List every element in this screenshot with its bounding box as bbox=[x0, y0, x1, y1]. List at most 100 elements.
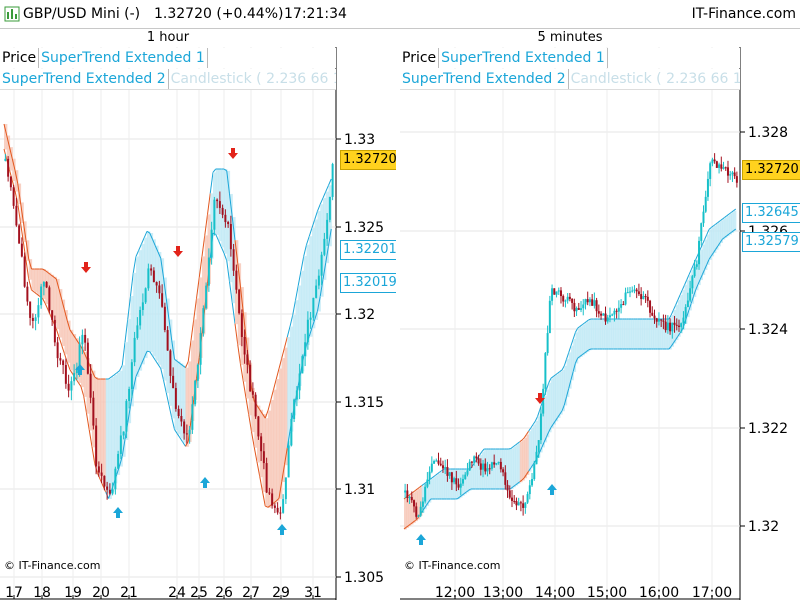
x-tick-label: 19 bbox=[64, 585, 82, 600]
supertrend-fill-bearish bbox=[519, 441, 523, 483]
candle-bearish bbox=[515, 500, 518, 506]
supertrend-line-2 bbox=[311, 319, 316, 328]
supertrend-fill-bearish bbox=[59, 289, 63, 338]
candle-bullish bbox=[490, 462, 493, 469]
legend-price[interactable]: Price bbox=[400, 48, 440, 68]
supertrend-line-2 bbox=[286, 431, 291, 448]
supertrend-line-2 bbox=[141, 357, 145, 365]
candle-bearish bbox=[553, 288, 556, 295]
supertrend-fill-bullish bbox=[568, 352, 572, 389]
candle-bullish bbox=[81, 334, 84, 345]
x-tick-label: 17:00 bbox=[692, 585, 732, 600]
symbol-price-change: 1.32720 (+0.44%) bbox=[154, 6, 284, 22]
supertrend-line-2 bbox=[319, 279, 324, 297]
candle-bearish bbox=[646, 296, 649, 301]
legend-price[interactable]: Price bbox=[0, 48, 40, 68]
supertrend-line-2 bbox=[728, 231, 732, 235]
supertrend-fill-bullish bbox=[437, 473, 441, 500]
legend-supertrend-1[interactable]: SuperTrend Extended 1 bbox=[439, 48, 608, 68]
candle-bullish bbox=[453, 478, 456, 483]
supertrend-fill-bullish bbox=[160, 258, 165, 369]
supertrend-line-2 bbox=[83, 396, 87, 414]
supertrend-line-1 bbox=[681, 284, 686, 291]
supertrend-fill-bullish bbox=[662, 319, 666, 350]
supertrend-line-1 bbox=[532, 420, 536, 425]
candle-bearish bbox=[437, 460, 440, 464]
chart-pane-5m[interactable]: 5 minutes 1.3281.3261.3241.3221.3212:001… bbox=[400, 29, 800, 600]
candle-bullish bbox=[642, 296, 645, 300]
supertrend-line-2 bbox=[690, 296, 694, 304]
x-tick-label: 25 bbox=[190, 585, 208, 600]
candle-bullish bbox=[620, 304, 623, 308]
supertrend-line-2 bbox=[223, 253, 228, 261]
supertrend-fill-bullish bbox=[432, 477, 436, 500]
legend-supertrend-1[interactable]: SuperTrend Extended 1 bbox=[39, 48, 208, 68]
candle-bullish bbox=[704, 196, 707, 212]
candle-bearish bbox=[251, 391, 254, 395]
candle-bullish bbox=[631, 290, 634, 292]
chart-canvas-1h[interactable]: 1.33 1.325 1.32 1.315 1.31 1.305 17 18 19 20 21 24 2… bbox=[0, 29, 396, 600]
legend-supertrend-2[interactable]: SuperTrend Extended 2 bbox=[0, 69, 169, 89]
candle-bearish bbox=[183, 421, 186, 434]
candle-bullish bbox=[326, 219, 329, 239]
supertrend-fill-bullish bbox=[133, 272, 137, 390]
candle-bearish bbox=[675, 324, 678, 326]
candle-bullish bbox=[315, 285, 318, 298]
chart-canvas-5m[interactable]: 1.3281.3261.3241.3221.3212:0013:0014:001… bbox=[400, 29, 800, 600]
legend-supertrend-2[interactable]: SuperTrend Extended 2 bbox=[400, 69, 569, 89]
candle-bearish bbox=[260, 436, 263, 452]
supertrend-fill-bullish bbox=[660, 319, 663, 350]
candle-bullish bbox=[624, 292, 627, 305]
supertrend-fill-bullish bbox=[435, 475, 438, 500]
supertrend-line-2 bbox=[519, 479, 523, 483]
supertrend-line-2 bbox=[61, 345, 65, 355]
candle-bearish bbox=[484, 463, 487, 472]
supertrend-fill-bullish bbox=[648, 319, 652, 350]
supertrend-line-2 bbox=[722, 236, 725, 240]
candle-bearish bbox=[158, 285, 161, 294]
supertrend-line-2 bbox=[521, 477, 525, 481]
supertrend-line-1 bbox=[421, 483, 425, 486]
candle-bullish bbox=[693, 266, 696, 277]
supertrend-line-2 bbox=[526, 470, 530, 475]
supertrend-line-2 bbox=[726, 233, 730, 237]
supertrend-fill-bullish bbox=[633, 319, 637, 350]
supertrend-line-1 bbox=[223, 168, 228, 172]
supertrend-fill-bullish bbox=[303, 256, 308, 357]
candle-bearish bbox=[155, 282, 158, 286]
supertrend-line-2 bbox=[119, 456, 123, 467]
supertrend-line-1 bbox=[403, 496, 407, 500]
supertrend-line-2 bbox=[572, 362, 576, 372]
supertrend-line-1 bbox=[423, 481, 427, 485]
supertrend-line-1 bbox=[584, 321, 587, 324]
supertrend-line-1 bbox=[292, 300, 296, 315]
supertrend-line-2 bbox=[686, 309, 690, 317]
chart-pane-1h[interactable]: 1 hour 1.33 1.325 1.32 1.315 1.31 1.305 17 18 19… bbox=[0, 29, 396, 600]
candle-bullish bbox=[533, 464, 536, 480]
candle-bearish bbox=[655, 318, 658, 322]
supertrend-line-1 bbox=[570, 338, 574, 346]
supertrend-line-1 bbox=[94, 376, 98, 380]
legend-candlestick[interactable]: Candlestick ( 2.236 66 1 1 bbox=[169, 69, 336, 89]
candle-bearish bbox=[410, 497, 413, 501]
legend-candlestick[interactable]: Candlestick ( 2.236 66 1 1 bbox=[569, 69, 740, 89]
candle-bearish bbox=[7, 158, 10, 177]
supertrend-line-1 bbox=[69, 329, 74, 335]
supertrend-fill-bullish bbox=[464, 469, 467, 495]
candle-bearish bbox=[64, 365, 67, 384]
candle-bearish bbox=[715, 161, 718, 168]
candle-bearish bbox=[439, 463, 442, 466]
supertrend-line-1 bbox=[127, 295, 131, 320]
candle-bullish bbox=[524, 502, 527, 508]
candle-bullish bbox=[551, 288, 554, 301]
supertrend-line-1 bbox=[523, 434, 527, 439]
supertrend-line-1 bbox=[121, 342, 126, 366]
supertrend-fill-bullish bbox=[713, 225, 717, 254]
supertrend-line-1 bbox=[185, 361, 189, 368]
candle-bullish bbox=[495, 463, 498, 465]
supertrend-fill-bullish bbox=[582, 324, 585, 356]
supertrend-line-1 bbox=[187, 340, 192, 362]
supertrend-fill-bearish bbox=[188, 361, 192, 442]
supertrend-line-2 bbox=[423, 505, 427, 510]
candle-bearish bbox=[218, 201, 221, 208]
